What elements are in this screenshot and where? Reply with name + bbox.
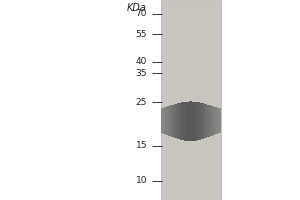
Bar xyxy=(160,163,220,167)
Bar xyxy=(160,0,220,200)
Bar xyxy=(160,83,220,87)
Bar xyxy=(160,0,220,3)
Text: 10: 10 xyxy=(136,176,147,185)
Bar xyxy=(160,190,220,193)
Bar xyxy=(160,70,220,73)
Bar xyxy=(160,20,220,23)
Bar xyxy=(160,127,220,130)
Bar xyxy=(160,150,220,153)
Bar xyxy=(160,60,220,63)
Bar xyxy=(160,160,220,163)
Bar xyxy=(160,137,220,140)
Bar xyxy=(160,177,220,180)
Bar xyxy=(160,90,220,93)
Text: 40: 40 xyxy=(136,57,147,66)
Bar xyxy=(160,110,220,113)
Bar xyxy=(160,103,220,107)
Text: KDa: KDa xyxy=(127,3,147,13)
Bar xyxy=(160,187,220,190)
Bar xyxy=(160,80,220,83)
Text: 15: 15 xyxy=(136,141,147,150)
Bar xyxy=(160,107,220,110)
Bar xyxy=(160,130,220,133)
Bar xyxy=(160,143,220,147)
Bar xyxy=(160,43,220,47)
Bar xyxy=(160,180,220,183)
Bar xyxy=(160,10,220,13)
Bar xyxy=(160,113,220,117)
Bar xyxy=(160,153,220,157)
Bar xyxy=(160,47,220,50)
Bar xyxy=(160,73,220,77)
Bar xyxy=(160,7,220,10)
Text: 55: 55 xyxy=(136,30,147,39)
Bar xyxy=(160,140,220,143)
Bar xyxy=(160,30,220,33)
Bar xyxy=(160,3,220,7)
Bar xyxy=(160,33,220,37)
Text: 35: 35 xyxy=(136,69,147,78)
Bar xyxy=(160,183,220,187)
Bar xyxy=(160,170,220,173)
Bar xyxy=(160,17,220,20)
Bar xyxy=(160,193,220,197)
Bar xyxy=(160,93,220,97)
Bar xyxy=(160,147,220,150)
Bar xyxy=(160,197,220,200)
Bar xyxy=(160,123,220,127)
Bar xyxy=(160,37,220,40)
Bar xyxy=(160,27,220,30)
Bar xyxy=(160,63,220,67)
Text: 25: 25 xyxy=(136,98,147,107)
Bar xyxy=(160,50,220,53)
Bar xyxy=(160,77,220,80)
Bar xyxy=(160,120,220,123)
Bar xyxy=(160,40,220,43)
Bar xyxy=(160,23,220,27)
Bar xyxy=(160,87,220,90)
Bar xyxy=(160,57,220,60)
Bar xyxy=(160,100,220,103)
Bar xyxy=(160,133,220,137)
Bar xyxy=(160,173,220,177)
Bar xyxy=(160,67,220,70)
Bar xyxy=(160,167,220,170)
Bar xyxy=(160,97,220,100)
Bar xyxy=(160,53,220,57)
Text: 70: 70 xyxy=(136,9,147,18)
Bar xyxy=(160,157,220,160)
Bar xyxy=(160,117,220,120)
Bar xyxy=(160,13,220,17)
